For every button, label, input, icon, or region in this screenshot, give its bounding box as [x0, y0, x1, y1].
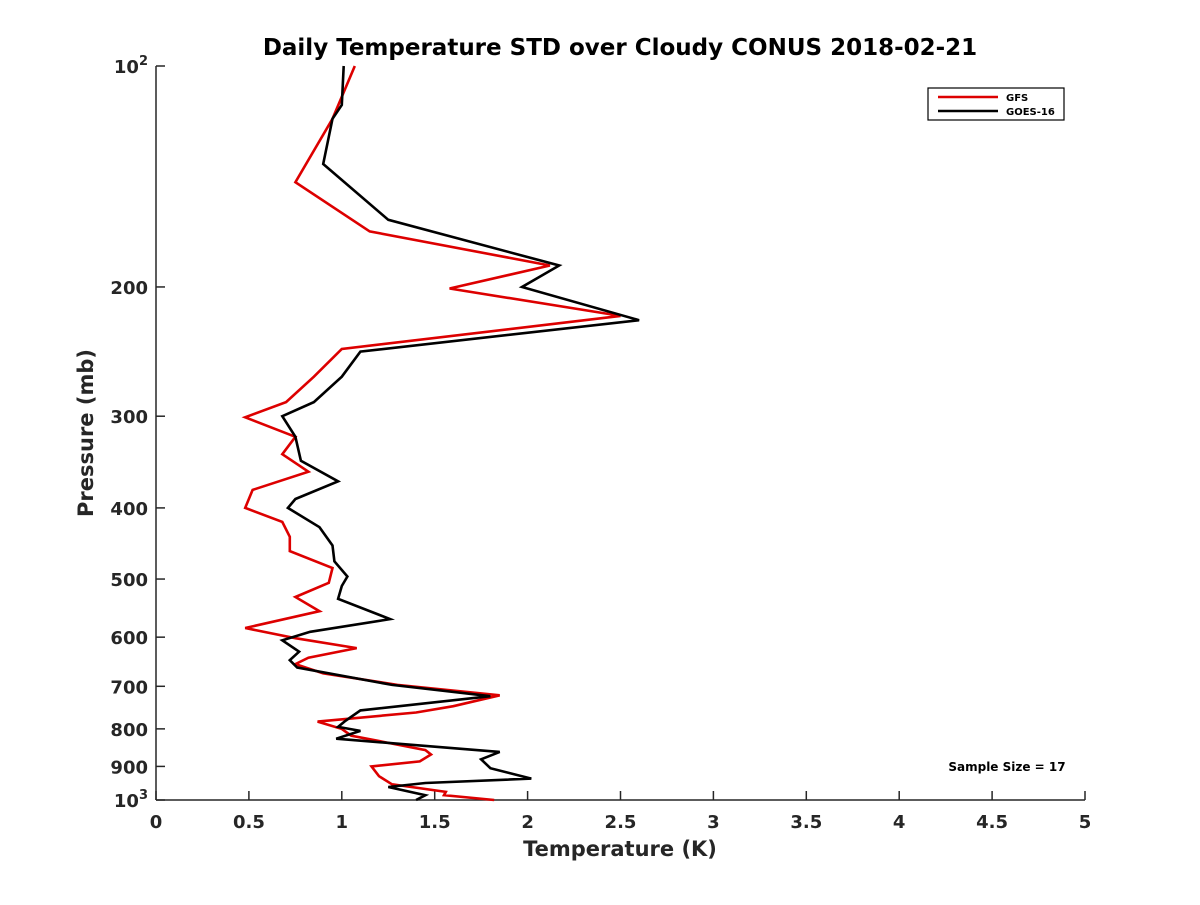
legend: GFS GOES-16: [927, 87, 1065, 121]
legend-label-goes-16: GOES-16: [1006, 107, 1055, 118]
x-tick-label: 2.5: [605, 812, 637, 833]
x-axis-label: Temperature (K): [523, 837, 717, 861]
y-tick-label: 700: [110, 677, 148, 698]
x-tick-label: 0.5: [233, 812, 265, 833]
y-tick-label: 200: [110, 278, 148, 299]
y-tick-label: 500: [110, 570, 148, 591]
x-tick-label: 4.5: [976, 812, 1008, 833]
legend-box: [927, 87, 1065, 121]
x-tick-label: 2: [521, 812, 534, 833]
y-axis-label: Pressure (mb): [74, 349, 98, 517]
y-tick-label: 800: [110, 720, 148, 741]
y-tick-label: 400: [110, 499, 148, 520]
axes: 0 0.5 1 1.5 2 2.5 3 3.5 4 4.5 5 200 300 400 500 600 700 8…: [110, 54, 1091, 833]
y-tick-label: 103: [114, 788, 148, 812]
y-tick-label: 900: [110, 757, 148, 778]
y-tick-label: 102: [114, 54, 148, 78]
series-line-goes-16: [279, 65, 640, 802]
legend-label-gfs: GFS: [1006, 93, 1028, 104]
y-tick-label: 300: [110, 407, 148, 428]
y-tick-label: 600: [110, 628, 148, 649]
series-line-gfs: [241, 65, 621, 802]
x-tick-label: 1.5: [419, 812, 451, 833]
x-tick-label: 1: [336, 812, 349, 833]
x-tick-label: 5: [1079, 812, 1092, 833]
chart-title: Daily Temperature STD over Cloudy CONUS …: [263, 35, 977, 61]
x-tick-label: 3: [707, 812, 720, 833]
sample-size-annotation: Sample Size = 17: [948, 760, 1065, 774]
x-tick-label: 3.5: [790, 812, 822, 833]
series-lines: [241, 65, 640, 802]
x-tick-label: 0: [150, 812, 163, 833]
x-tick-label: 4: [893, 812, 906, 833]
